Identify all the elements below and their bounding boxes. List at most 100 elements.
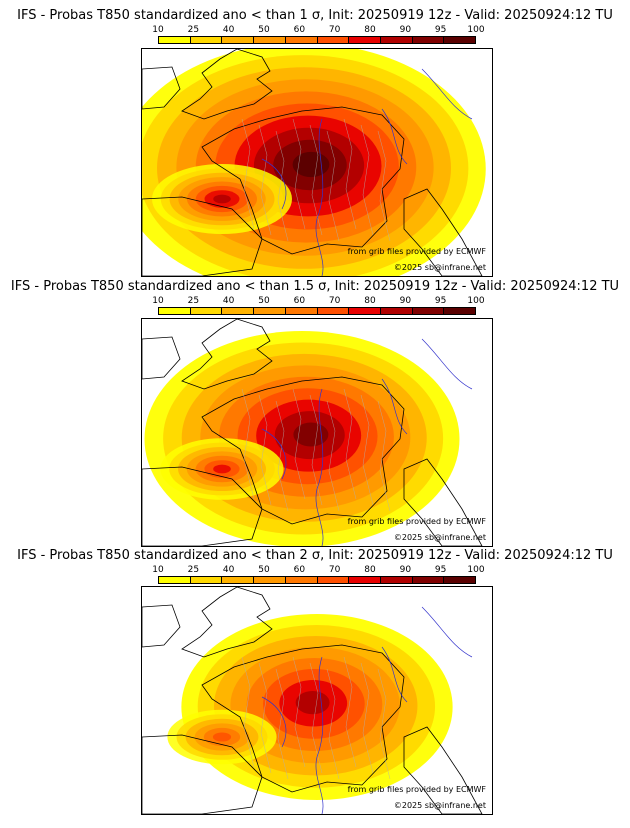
legend-tick-70: 70 <box>328 565 341 575</box>
legend-bin-6 <box>317 577 350 583</box>
admin-line <box>360 662 374 774</box>
admin-boundaries <box>241 388 391 512</box>
coast-0 <box>181 49 273 120</box>
legend-tick-25: 25 <box>187 296 200 306</box>
credit-copyright: ©2025 sb@infrane.net <box>393 533 486 542</box>
legend-bin-4 <box>254 308 286 314</box>
legend-tick-80: 80 <box>364 296 376 306</box>
legend-tick-90: 90 <box>399 296 412 306</box>
legend-bin-5 <box>285 577 318 583</box>
prob-field <box>142 49 486 276</box>
panel-1: IFS - Probas T850 standardized ano < tha… <box>0 8 630 280</box>
legend-tick-100: 100 <box>467 25 485 35</box>
river-3 <box>261 428 287 480</box>
credit-copyright: ©2025 sb@infrane.net <box>393 801 486 810</box>
legend-tick-25: 25 <box>187 565 200 575</box>
credit-source: from grib files provided by ECMWF <box>347 247 486 256</box>
legend-bin-9 <box>412 308 445 314</box>
legend-tick-80: 80 <box>364 565 376 575</box>
admin-line <box>275 130 289 242</box>
admin-line <box>309 124 323 236</box>
probability-map: from grib files provided by ECMWF ©2025 … <box>141 586 493 815</box>
coast-3 <box>142 466 263 546</box>
admin-boundaries <box>241 656 391 780</box>
legend-bin-2 <box>190 577 223 583</box>
coast-2 <box>201 376 405 525</box>
legend-bin-5 <box>285 37 318 43</box>
legend-bin-2 <box>190 308 223 314</box>
admin-boundaries <box>241 118 391 242</box>
admin-line <box>343 656 357 768</box>
legend-tick-50: 50 <box>258 296 270 306</box>
map-svg <box>142 319 483 546</box>
prob-lobe-level-6 <box>212 732 232 742</box>
panel-3: IFS - Probas T850 standardized ano < tha… <box>0 548 630 820</box>
probability-map: from grib files provided by ECMWF ©2025 … <box>141 318 493 547</box>
credit-source: from grib files provided by ECMWF <box>347 517 486 526</box>
legend-bin-3 <box>222 37 255 43</box>
prob-field <box>144 331 460 546</box>
probability-map: from grib files provided by ECMWF ©2025 … <box>141 48 493 277</box>
legend-bar <box>158 307 476 315</box>
panel-title: IFS - Probas T850 standardized ano < tha… <box>10 279 620 294</box>
legend-bin-9 <box>412 577 445 583</box>
legend-bin-6 <box>317 308 350 314</box>
admin-line <box>292 656 306 768</box>
map-svg <box>142 49 486 276</box>
legend-tick-50: 50 <box>258 25 270 35</box>
legend-tick-100: 100 <box>467 565 485 575</box>
legend-tick-95: 95 <box>434 565 447 575</box>
legend-bin-5 <box>285 308 318 314</box>
admin-line <box>377 400 391 512</box>
coastlines <box>142 587 483 814</box>
legend-bin-6 <box>317 37 350 43</box>
color-legend: 10 25 40 50 60 70 80 90 95 100 <box>152 565 485 595</box>
admin-line <box>241 118 255 230</box>
legend-bin-10 <box>444 577 476 583</box>
legend-tick-50: 50 <box>258 565 270 575</box>
legend-tick-25: 25 <box>187 25 200 35</box>
legend-tick-70: 70 <box>328 296 341 306</box>
coast-2 <box>201 106 405 255</box>
admin-line <box>326 130 340 242</box>
legend-bin-2 <box>190 37 223 43</box>
panel-title: IFS - Probas T850 standardized ano < tha… <box>17 548 613 563</box>
legend-bar <box>158 576 476 584</box>
legend-bin-1 <box>159 37 191 43</box>
admin-line <box>360 124 374 236</box>
panel-2: IFS - Probas T850 standardized ano < tha… <box>0 279 630 549</box>
coast-4 <box>403 188 483 276</box>
river-3 <box>261 696 287 748</box>
legend-bin-8 <box>380 577 413 583</box>
admin-line <box>343 118 357 230</box>
river-1 <box>315 388 324 546</box>
legend-bar <box>158 36 476 44</box>
admin-line <box>258 394 272 506</box>
coast-4 <box>403 726 483 814</box>
admin-line <box>377 668 391 780</box>
legend-tick-95: 95 <box>434 296 447 306</box>
coast-2 <box>201 644 405 793</box>
coast-1 <box>142 66 181 110</box>
legend-bin-3 <box>222 308 255 314</box>
panel-title: IFS - Probas T850 standardized ano < tha… <box>17 8 613 23</box>
legend-tick-10: 10 <box>152 296 164 306</box>
legend-bin-10 <box>444 308 476 314</box>
legend-tick-80: 80 <box>364 25 376 35</box>
admin-line <box>326 668 340 780</box>
legend-bin-7 <box>349 308 381 314</box>
admin-line <box>326 400 340 512</box>
river-4 <box>421 606 473 658</box>
coast-1 <box>142 336 181 380</box>
prob-level-9 <box>293 422 329 447</box>
admin-line <box>258 124 272 236</box>
legend-tick-10: 10 <box>152 565 164 575</box>
admin-line <box>275 400 289 512</box>
prob-level-10 <box>292 151 330 178</box>
legend-bin-7 <box>349 577 381 583</box>
legend-tick-40: 40 <box>222 565 235 575</box>
legend-tick-70: 70 <box>328 25 341 35</box>
admin-line <box>292 388 306 500</box>
legend-bin-8 <box>380 308 413 314</box>
legend-tick-60: 60 <box>293 296 306 306</box>
